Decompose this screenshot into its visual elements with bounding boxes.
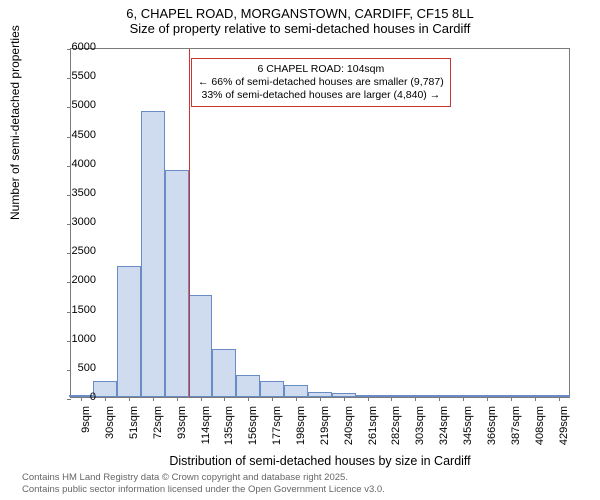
y-tick-label: 3000 <box>56 216 96 228</box>
histogram-bar <box>189 295 213 397</box>
histogram-bar <box>93 381 117 397</box>
histogram-bar <box>427 395 451 397</box>
y-tick-label: 4000 <box>56 158 96 170</box>
x-tick-mark <box>344 397 345 401</box>
x-tick-mark <box>439 397 440 401</box>
x-tick-label: 30sqm <box>104 406 116 446</box>
histogram-bar <box>260 381 284 397</box>
footer-attribution: Contains HM Land Registry data © Crown c… <box>22 472 385 496</box>
x-tick-mark <box>105 397 106 401</box>
histogram-bar <box>380 395 404 397</box>
y-axis-label: Number of semi-detached properties <box>8 25 22 220</box>
y-tick-label: 2000 <box>56 274 96 286</box>
plot-area: 6 CHAPEL ROAD: 104sqm← 66% of semi-detac… <box>70 48 570 398</box>
x-tick-label: 9sqm <box>80 406 92 446</box>
y-tick-label: 1500 <box>56 304 96 316</box>
y-tick-label: 4500 <box>56 129 96 141</box>
x-tick-label: 93sqm <box>176 406 188 446</box>
x-tick-label: 282sqm <box>390 406 402 446</box>
histogram-bar <box>284 385 308 397</box>
x-tick-mark <box>535 397 536 401</box>
histogram-bar <box>165 170 189 398</box>
x-tick-mark <box>511 397 512 401</box>
y-tick-label: 0 <box>56 391 96 403</box>
x-tick-label: 324sqm <box>438 406 450 446</box>
histogram-bar <box>451 395 475 397</box>
x-tick-mark <box>487 397 488 401</box>
x-tick-label: 261sqm <box>367 406 379 446</box>
x-tick-mark <box>272 397 273 401</box>
x-tick-label: 303sqm <box>414 406 426 446</box>
histogram-bar <box>141 111 165 397</box>
x-tick-mark <box>201 397 202 401</box>
annotation-line2: ← 66% of semi-detached houses are smalle… <box>198 76 444 89</box>
x-tick-mark <box>153 397 154 401</box>
histogram-bar <box>499 395 523 397</box>
x-tick-label: 408sqm <box>534 406 546 446</box>
x-tick-label: 72sqm <box>152 406 164 446</box>
annotation-line3: 33% of semi-detached houses are larger (… <box>198 89 444 102</box>
x-tick-mark <box>463 397 464 401</box>
y-tick-label: 2500 <box>56 245 96 257</box>
x-tick-label: 240sqm <box>343 406 355 446</box>
title-line1: 6, CHAPEL ROAD, MORGANSTOWN, CARDIFF, CF… <box>10 6 590 21</box>
histogram-bar <box>475 395 499 397</box>
y-tick-label: 1000 <box>56 333 96 345</box>
footer-line2: Contains public sector information licen… <box>22 484 385 496</box>
x-tick-mark <box>391 397 392 401</box>
y-tick-label: 500 <box>56 362 96 374</box>
annotation-box: 6 CHAPEL ROAD: 104sqm← 66% of semi-detac… <box>191 58 451 107</box>
histogram-bar <box>236 375 260 397</box>
x-tick-label: 135sqm <box>223 406 235 446</box>
x-tick-mark <box>368 397 369 401</box>
x-tick-label: 156sqm <box>247 406 259 446</box>
histogram-bar <box>523 395 547 397</box>
y-tick-label: 5000 <box>56 99 96 111</box>
chart-area: 6 CHAPEL ROAD: 104sqm← 66% of semi-detac… <box>70 48 570 398</box>
x-tick-label: 366sqm <box>486 406 498 446</box>
x-tick-label: 177sqm <box>271 406 283 446</box>
x-tick-label: 114sqm <box>200 406 212 446</box>
histogram-bar <box>547 395 571 397</box>
y-tick-label: 3500 <box>56 187 96 199</box>
histogram-bar <box>356 395 380 397</box>
histogram-bar <box>332 393 356 397</box>
annotation-line1: 6 CHAPEL ROAD: 104sqm <box>198 63 444 76</box>
x-tick-label: 219sqm <box>319 406 331 446</box>
histogram-bar <box>308 392 332 397</box>
title-line2: Size of property relative to semi-detach… <box>10 21 590 36</box>
x-tick-label: 387sqm <box>510 406 522 446</box>
x-tick-mark <box>224 397 225 401</box>
x-tick-label: 429sqm <box>558 406 570 446</box>
x-tick-mark <box>177 397 178 401</box>
x-tick-label: 51sqm <box>128 406 140 446</box>
x-axis-label: Distribution of semi-detached houses by … <box>70 454 570 468</box>
histogram-bar <box>117 266 141 397</box>
chart-title: 6, CHAPEL ROAD, MORGANSTOWN, CARDIFF, CF… <box>0 0 600 38</box>
y-tick-label: 6000 <box>56 41 96 53</box>
x-tick-mark <box>415 397 416 401</box>
x-tick-mark <box>129 397 130 401</box>
footer-line1: Contains HM Land Registry data © Crown c… <box>22 472 385 484</box>
x-tick-label: 345sqm <box>462 406 474 446</box>
x-tick-mark <box>559 397 560 401</box>
x-tick-label: 198sqm <box>295 406 307 446</box>
x-tick-mark <box>248 397 249 401</box>
histogram-bar <box>212 349 236 397</box>
x-tick-mark <box>296 397 297 401</box>
y-tick-label: 5500 <box>56 70 96 82</box>
histogram-bar <box>403 395 427 397</box>
x-tick-mark <box>320 397 321 401</box>
